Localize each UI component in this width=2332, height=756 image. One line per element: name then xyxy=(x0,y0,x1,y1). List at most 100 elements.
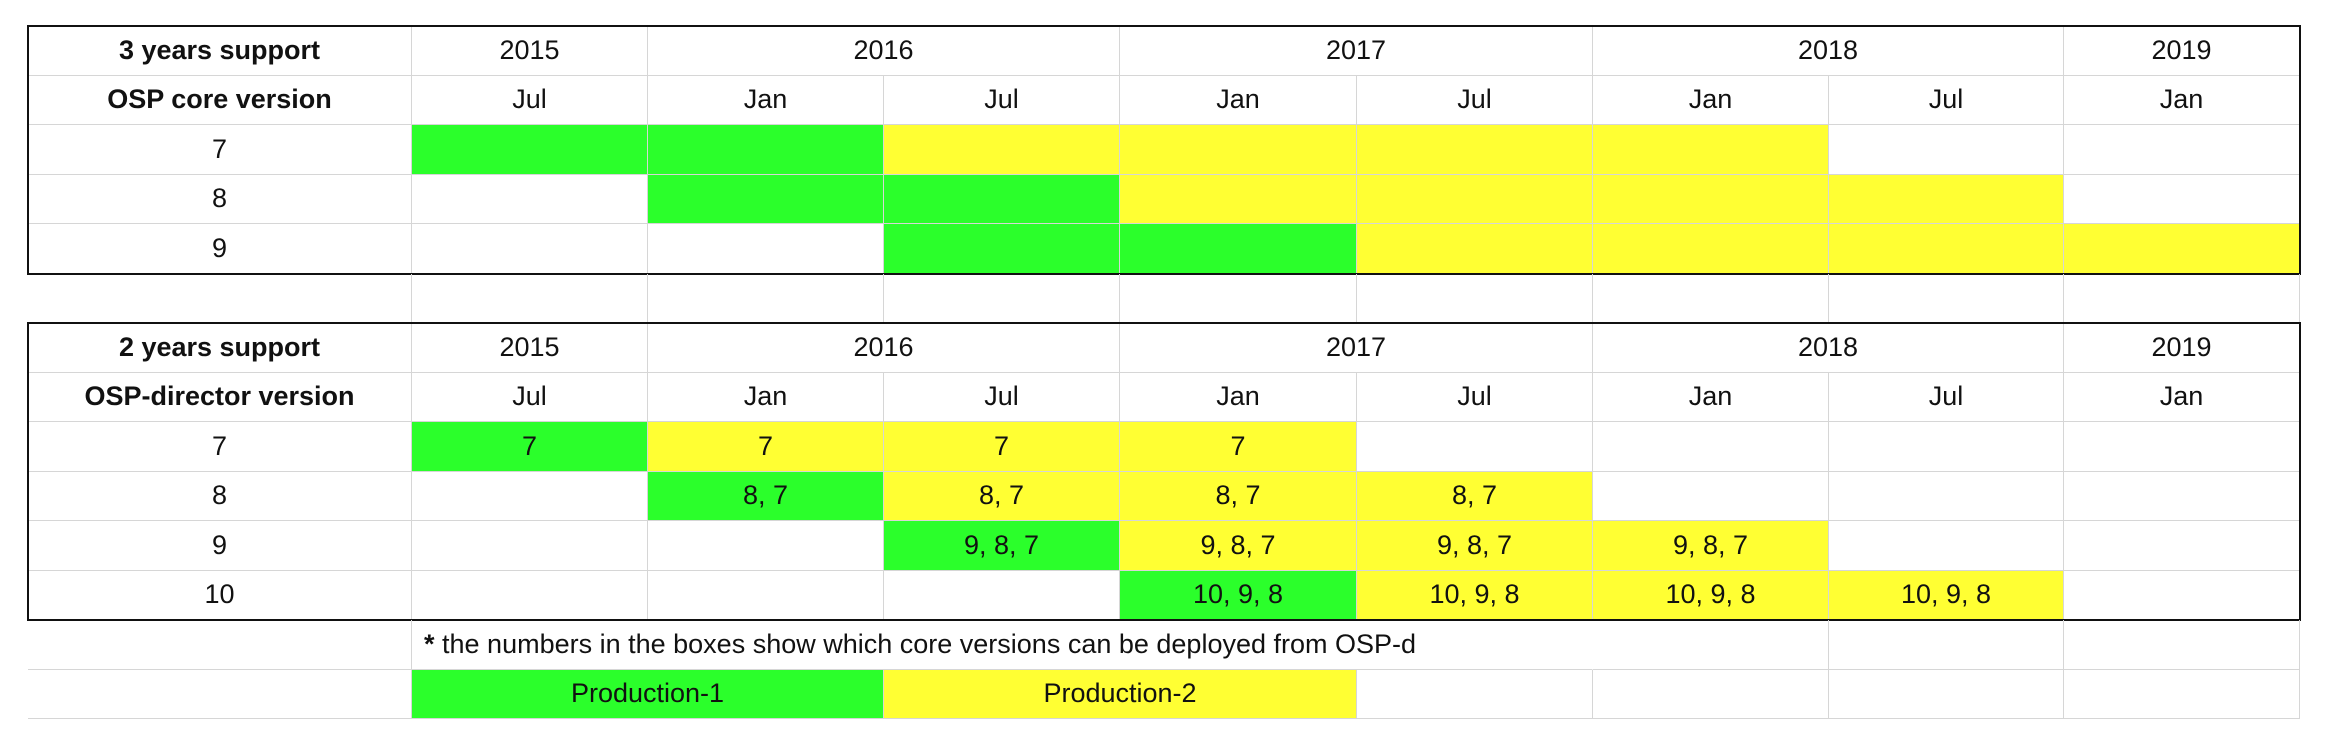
core-table-year-2019: 2019 xyxy=(2064,26,2300,76)
core-table-timeline-cell xyxy=(2064,125,2300,175)
footnote-blank-cell xyxy=(1593,620,1829,670)
director-table-timeline-cell: 10, 9, 8 xyxy=(1357,570,1593,620)
legend-production-2: Production-2 xyxy=(884,669,1357,719)
core-table-version-label: 7 xyxy=(28,125,412,175)
core-table-timeline-cell xyxy=(1829,224,2064,274)
director-table-header-label: 2 years support xyxy=(28,323,412,373)
director-table-month-cell: Jan xyxy=(1593,372,1829,422)
director-table-timeline-cell xyxy=(412,570,648,620)
director-table-timeline-cell: 10, 9, 8 xyxy=(1120,570,1357,620)
core-table-timeline-cell xyxy=(648,224,884,274)
core-table-header-label: 3 years support xyxy=(28,26,412,76)
legend-blank-cell xyxy=(1357,669,1593,719)
spacer-cell xyxy=(1357,273,1593,323)
spacer-cell xyxy=(1120,273,1357,323)
core-table-month-cell: Jan xyxy=(1593,75,1829,125)
footnote-blank-cell xyxy=(28,620,412,670)
director-table-timeline-cell xyxy=(1829,422,2064,472)
core-table-month-cell: Jan xyxy=(1120,75,1357,125)
director-table-month-cell: Jan xyxy=(2064,372,2300,422)
director-table-subheader-label: OSP-director version xyxy=(28,372,412,422)
director-table-timeline-cell: 10, 9, 8 xyxy=(1593,570,1829,620)
director-table-timeline-cell xyxy=(884,570,1120,620)
core-table-timeline-cell xyxy=(412,174,648,224)
director-table-timeline-cell xyxy=(1829,521,2064,571)
spacer-cell xyxy=(1829,273,2064,323)
director-table-timeline-cell xyxy=(412,471,648,521)
legend-blank-cell xyxy=(28,669,412,719)
director-table-timeline-cell xyxy=(1357,422,1593,472)
director-table-timeline-cell: 10, 9, 8 xyxy=(1829,570,2064,620)
core-table-year-2016: 2016 xyxy=(648,26,1120,76)
director-table-month-cell: Jul xyxy=(1829,372,2064,422)
core-table-timeline-cell xyxy=(2064,224,2300,274)
director-table-timeline-cell: 9, 8, 7 xyxy=(884,521,1120,571)
director-table-month-cell: Jul xyxy=(1357,372,1593,422)
core-table-month-cell: Jul xyxy=(1829,75,2064,125)
director-table-year-2016: 2016 xyxy=(648,323,1120,373)
director-table-timeline-cell: 8, 7 xyxy=(884,471,1120,521)
director-table-month-cell: Jul xyxy=(412,372,648,422)
core-table-version-label: 9 xyxy=(28,224,412,274)
core-table-year-2017: 2017 xyxy=(1120,26,1593,76)
core-table-month-cell: Jul xyxy=(884,75,1120,125)
core-table-version-label: 8 xyxy=(28,174,412,224)
director-table-timeline-cell: 9, 8, 7 xyxy=(1593,521,1829,571)
director-table-timeline-cell xyxy=(1593,422,1829,472)
spacer-cell xyxy=(28,273,412,323)
footnote-blank-cell xyxy=(1829,620,2064,670)
core-table-timeline-cell xyxy=(1593,224,1829,274)
director-table-timeline-cell: 8, 7 xyxy=(1357,471,1593,521)
director-table-version-label: 7 xyxy=(28,422,412,472)
director-table-year-2019: 2019 xyxy=(2064,323,2300,373)
core-table-year-2018: 2018 xyxy=(1593,26,2064,76)
director-table-timeline-cell xyxy=(1593,471,1829,521)
core-table-subheader-label: OSP core version xyxy=(28,75,412,125)
core-table-timeline-cell xyxy=(1120,125,1357,175)
core-table-timeline-cell xyxy=(1120,174,1357,224)
core-table-month-cell: Jan xyxy=(648,75,884,125)
director-table-timeline-cell xyxy=(648,570,884,620)
director-table-year-2018: 2018 xyxy=(1593,323,2064,373)
core-table-month-cell: Jul xyxy=(412,75,648,125)
legend-blank-cell xyxy=(1593,669,1829,719)
spacer-cell xyxy=(412,273,648,323)
footnote-blank-cell xyxy=(2064,620,2300,670)
director-table-timeline-cell: 7 xyxy=(412,422,648,472)
spacer-cell xyxy=(1593,273,1829,323)
core-table-timeline-cell xyxy=(884,224,1120,274)
director-table-timeline-cell: 8, 7 xyxy=(648,471,884,521)
core-table-timeline-cell xyxy=(1829,174,2064,224)
core-table-timeline-cell xyxy=(648,174,884,224)
director-table-year-2017: 2017 xyxy=(1120,323,1593,373)
director-table-timeline-cell xyxy=(2064,422,2300,472)
core-table-month-cell: Jul xyxy=(1357,75,1593,125)
director-table-version-label: 8 xyxy=(28,471,412,521)
core-table-timeline-cell xyxy=(412,125,648,175)
core-table-month-cell: Jan xyxy=(2064,75,2300,125)
spacer-cell xyxy=(648,273,884,323)
director-table-timeline-cell xyxy=(2064,521,2300,571)
director-table-timeline-cell xyxy=(1829,471,2064,521)
spacer-cell xyxy=(2064,273,2300,323)
director-table-timeline-cell xyxy=(2064,471,2300,521)
director-table-timeline-cell xyxy=(412,521,648,571)
footnote: * the numbers in the boxes show which co… xyxy=(412,620,1593,670)
spacer-cell xyxy=(884,273,1120,323)
director-table-timeline-cell xyxy=(2064,570,2300,620)
core-table-timeline-cell xyxy=(1357,224,1593,274)
core-table-timeline-cell xyxy=(1357,174,1593,224)
director-table-timeline-cell: 7 xyxy=(1120,422,1357,472)
core-table-timeline-cell xyxy=(1593,174,1829,224)
core-table-timeline-cell xyxy=(412,224,648,274)
core-table-timeline-cell xyxy=(1357,125,1593,175)
director-table-timeline-cell: 7 xyxy=(884,422,1120,472)
director-table-version-label: 9 xyxy=(28,521,412,571)
director-table-timeline-cell: 9, 8, 7 xyxy=(1357,521,1593,571)
director-table-timeline-cell: 8, 7 xyxy=(1120,471,1357,521)
legend-blank-cell xyxy=(2064,669,2300,719)
legend-production-1: Production-1 xyxy=(412,669,884,719)
core-table-timeline-cell xyxy=(884,125,1120,175)
core-table-timeline-cell xyxy=(2064,174,2300,224)
